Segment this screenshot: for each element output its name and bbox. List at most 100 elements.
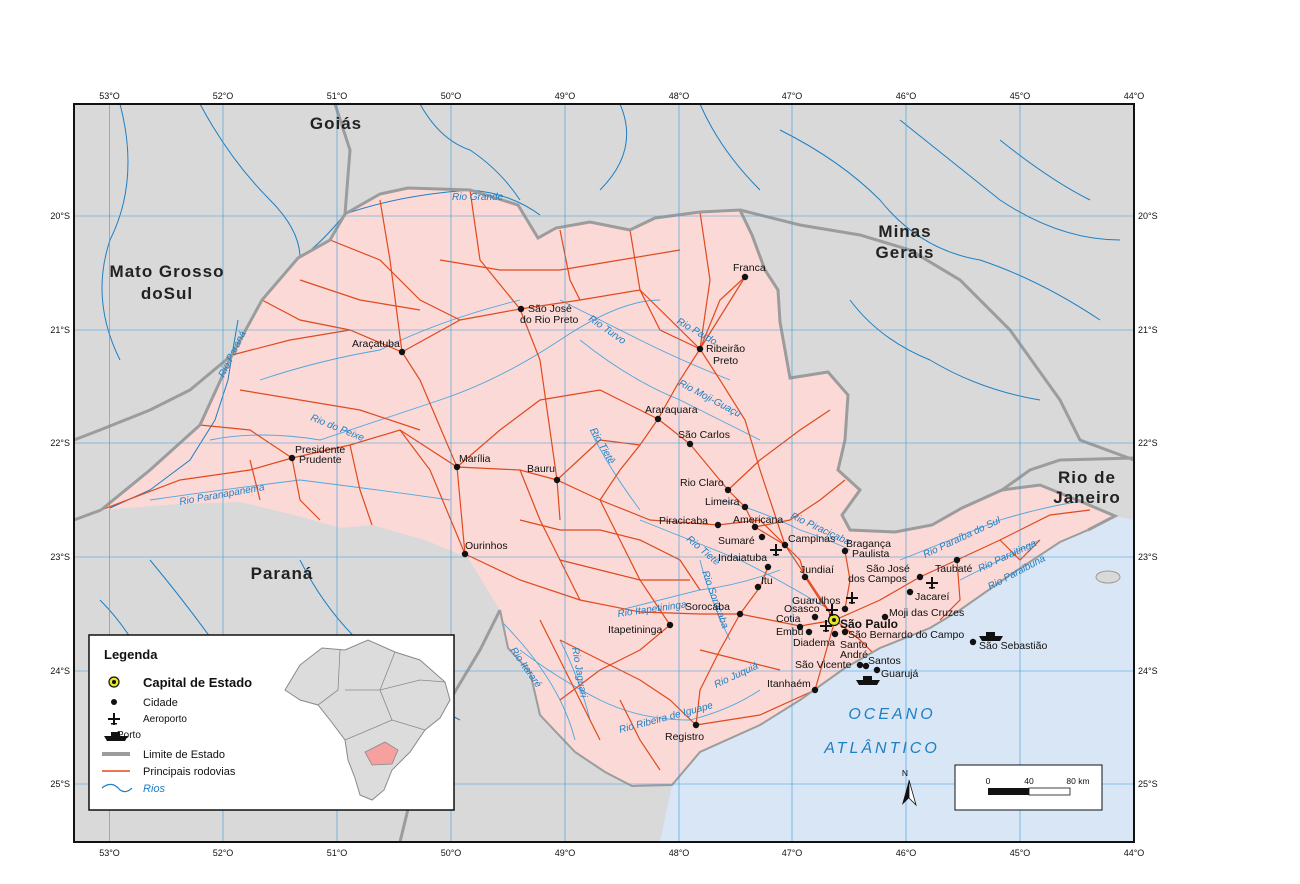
- city-label: Sumaré: [718, 535, 755, 547]
- city-label: Bauru: [527, 463, 555, 475]
- city-label: Indaiatuba: [718, 552, 767, 564]
- legend-state-limit: Limite de Estado: [143, 749, 225, 761]
- lat-label: 24°S: [50, 666, 70, 676]
- city-dot: [288, 454, 296, 462]
- ocean-label: OCEANO ATLÂNTICO: [823, 706, 937, 757]
- legend-city: Cidade: [143, 697, 178, 709]
- lon-label: 45°O: [1010, 848, 1031, 858]
- city-dot: [841, 605, 849, 613]
- north-arrow: N: [902, 768, 917, 807]
- city-dot: [805, 628, 813, 636]
- city-label: Limeira: [705, 496, 740, 508]
- goias-label: Goiás: [310, 114, 362, 133]
- scale-bar: 0 40 80 km: [954, 764, 1103, 811]
- city-label: Registro: [665, 731, 704, 743]
- legend-port: Porto: [117, 730, 141, 741]
- city-dot: [461, 550, 469, 558]
- lon-label: 51°O: [327, 91, 348, 101]
- lat-label: 24°S: [1138, 666, 1158, 676]
- city-dot: [862, 662, 870, 670]
- ilhabela-island: [1095, 570, 1121, 584]
- city-label: Diadema: [793, 637, 835, 649]
- lon-label: 45°O: [1010, 91, 1031, 101]
- mato-grosso-label: Mato Grosso: [110, 262, 225, 281]
- lat-label: 20°S: [1138, 211, 1158, 221]
- city-label: Marília: [459, 453, 491, 465]
- city-label: André: [840, 649, 868, 661]
- airplane-icon: [770, 544, 782, 556]
- lat-label: 25°S: [1138, 779, 1158, 789]
- legend-capital: Capital de Estado: [143, 675, 252, 690]
- city-dot: [841, 628, 849, 636]
- lon-label: 50°O: [441, 848, 462, 858]
- lat-label: 22°S: [1138, 438, 1158, 448]
- lon-label: 52°O: [213, 848, 234, 858]
- airplane-icon: [846, 592, 858, 604]
- sao-paulo-inset: [364, 741, 399, 766]
- lon-label: 53°O: [99, 848, 120, 858]
- port-icons: [856, 632, 1003, 685]
- ocean-label-line1: OCEANO: [848, 706, 935, 723]
- city-dot: [856, 661, 864, 669]
- city-label: São Sebastião: [979, 640, 1047, 652]
- city-dot: [714, 521, 722, 529]
- city-label: São Vicente: [795, 659, 852, 671]
- city-dot: [686, 440, 694, 448]
- neighbor-labels: Goiás Mato Grosso doSul Minas Gerais Rio…: [110, 114, 1120, 583]
- city-label: do Rio Preto: [520, 314, 579, 326]
- airplane-icon: [926, 577, 938, 589]
- city-dot: [741, 503, 749, 511]
- city-label: Presidente: [295, 444, 345, 456]
- legend: Legenda Capital de Estado Cidade Aeropor…: [88, 634, 455, 811]
- city-label: Cotia: [776, 613, 801, 625]
- city-dot: [758, 533, 766, 541]
- rio-de-janeiro-label: Rio de: [1058, 468, 1116, 487]
- highway-network: [101, 189, 1091, 771]
- lon-label: 52°O: [213, 91, 234, 101]
- lon-label: 51°O: [327, 848, 348, 858]
- sp-coast: [499, 529, 1089, 788]
- map-frame: [73, 103, 1135, 843]
- lat-label: 25°S: [50, 779, 70, 789]
- ship-icon: [979, 632, 1003, 641]
- city-label: São José: [866, 563, 910, 575]
- lon-label: 48°O: [669, 848, 690, 858]
- lon-label: 49°O: [555, 91, 576, 101]
- lat-label: 21°S: [1138, 325, 1158, 335]
- city-dot: [831, 630, 839, 638]
- parana-label: Paraná: [251, 564, 314, 583]
- city-dot: [801, 573, 809, 581]
- north-label: N: [902, 768, 908, 778]
- rio-de-janeiro-label-2: Janeiro: [1053, 488, 1120, 507]
- city-dot: [692, 721, 700, 729]
- city-labels: Franca São José do Rio Preto Ribeirão Pr…: [295, 262, 1047, 743]
- legend-title: Legenda: [104, 647, 158, 662]
- lon-labels-bottom: 53°O 52°O 51°O 50°O 49°O 48°O 47°O 46°O …: [99, 848, 1144, 858]
- city-label: Jundiaí: [800, 564, 834, 576]
- city-legend-icon: [111, 699, 117, 705]
- city-dot: [841, 547, 849, 555]
- city-dot: [796, 623, 804, 631]
- city-dot: [873, 666, 881, 674]
- airplane-icon: [820, 620, 832, 632]
- city-dot: [741, 273, 749, 281]
- city-dot: [754, 583, 762, 591]
- lon-label: 44°O: [1124, 91, 1145, 101]
- city-label: Itu: [761, 575, 773, 587]
- minas-gerais-label: Minas: [878, 222, 931, 241]
- city-label: Araçatuba: [352, 338, 400, 350]
- scale-label-0: 0: [986, 776, 991, 786]
- city-dot: [916, 573, 924, 581]
- river-label: Rio Grande: [452, 192, 504, 203]
- lon-label: 48°O: [669, 91, 690, 101]
- city-label: Santo: [840, 639, 868, 651]
- city-dot: [811, 613, 819, 621]
- lat-label: 22°S: [50, 438, 70, 448]
- city-label: Preto: [713, 355, 738, 367]
- city-label: Campinas: [788, 533, 835, 545]
- minas-gerais-label-2: Gerais: [876, 243, 935, 262]
- city-dot: [398, 348, 406, 356]
- city-label: Guarulhos: [792, 595, 840, 607]
- city-label: Santos: [868, 655, 901, 667]
- city-dot: [764, 563, 772, 571]
